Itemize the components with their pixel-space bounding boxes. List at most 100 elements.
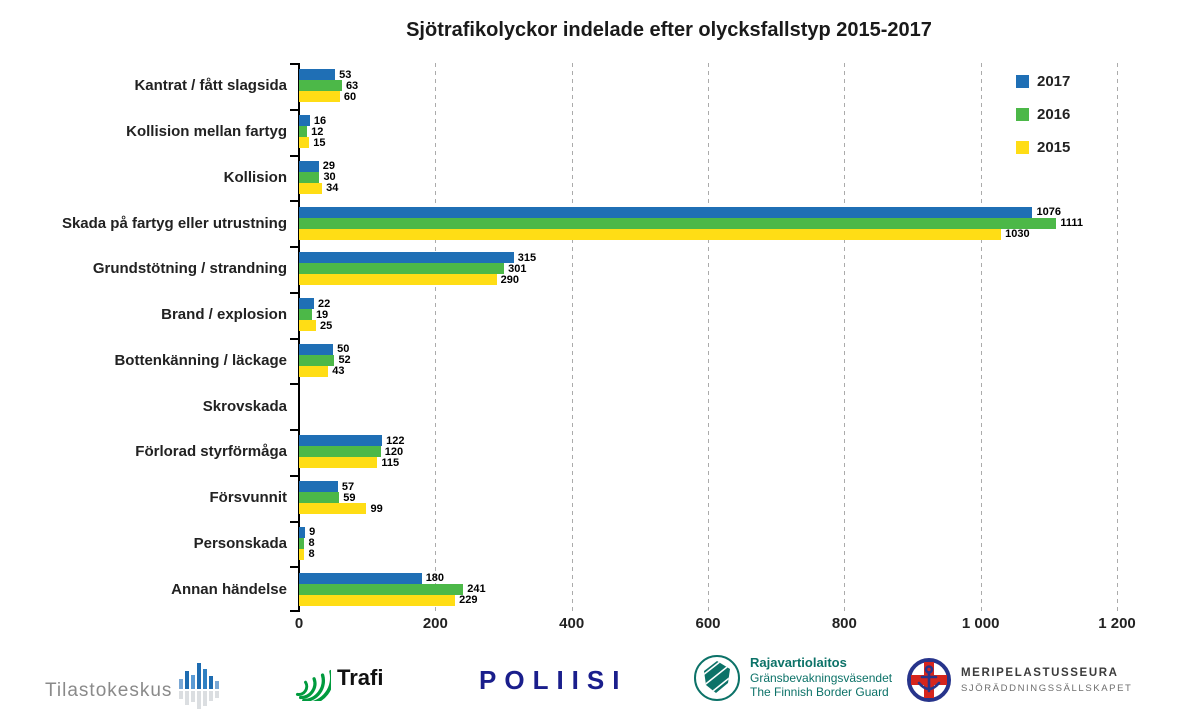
logo-border-guard: Rajavartiolaitos Gränsbevakningsväsendet… xyxy=(692,653,892,703)
value-label: 229 xyxy=(459,594,478,607)
y-axis-tick xyxy=(290,246,299,248)
gridline-800 xyxy=(844,63,846,612)
trafi-label: Trafi xyxy=(337,665,384,690)
border-guard-name-sv: Gränsbevakningsväsendet xyxy=(750,670,893,685)
y-axis-tick xyxy=(290,474,299,477)
legend-swatch xyxy=(1016,74,1029,88)
legend-swatch xyxy=(1016,107,1029,121)
category-label: Förlorad styrförmåga xyxy=(135,443,287,461)
bar-2015 xyxy=(299,548,305,560)
legend-item-2017: 2017 xyxy=(1016,71,1070,91)
value-label: 1076 xyxy=(1036,206,1061,219)
logo-meripelastusseura: MERIPELASTUSSEURA SJÖRÄDDNINGSSÄLLSKAPET xyxy=(906,657,1132,703)
value-label: 1111 xyxy=(1060,217,1083,230)
value-label: 15 xyxy=(313,136,326,149)
meripelastusseura-text: MERIPELASTUSSEURA SJÖRÄDDNINGSSÄLLSKAPET xyxy=(961,667,1132,694)
value-label: 115 xyxy=(381,456,400,469)
value-label: 8 xyxy=(308,537,315,550)
value-label: 301 xyxy=(508,262,527,275)
value-label: 52 xyxy=(338,354,351,367)
bar-2017 xyxy=(299,435,383,447)
bar-2015 xyxy=(299,365,329,377)
value-label: 53 xyxy=(339,68,352,81)
x-tick-label: 200 xyxy=(422,615,448,632)
bar-2016 xyxy=(299,126,308,138)
logo-trafi: Trafi xyxy=(283,655,383,701)
bar-2015 xyxy=(299,182,323,194)
legend-label: 2016 xyxy=(1037,105,1071,123)
bar-2015 xyxy=(299,503,367,515)
value-label: 50 xyxy=(337,343,350,356)
x-tick-label: 800 xyxy=(831,615,857,632)
value-label: 122 xyxy=(386,434,405,447)
category-label: Grundstötning / strandning xyxy=(92,260,287,278)
value-label: 30 xyxy=(323,171,336,184)
y-axis-tick xyxy=(290,429,299,431)
category-label: Bottenkänning / läckage xyxy=(114,351,287,369)
bar-2017 xyxy=(299,69,336,81)
bar-2016 xyxy=(299,309,312,321)
value-label: 1030 xyxy=(1005,228,1030,241)
bar-2017 xyxy=(299,572,422,584)
value-label: 315 xyxy=(517,251,537,264)
gridline-1000 xyxy=(980,63,982,612)
bar-2016 xyxy=(299,537,305,549)
border-guard-name-fi: Rajavartiolaitos xyxy=(750,655,847,671)
value-label: 19 xyxy=(315,308,329,321)
x-tick-label: 1 200 xyxy=(1098,615,1136,632)
value-label: 16 xyxy=(313,114,327,127)
value-label: 25 xyxy=(320,319,333,332)
value-label: 57 xyxy=(341,480,355,493)
bar-2016 xyxy=(299,583,464,595)
border-guard-emblem-icon xyxy=(694,655,740,701)
legend-swatch xyxy=(1016,140,1029,154)
logo-tilastokeskus: Tilastokeskus xyxy=(45,661,221,709)
bar-2015 xyxy=(299,91,340,103)
bar-2015 xyxy=(299,137,310,149)
bar-2015 xyxy=(299,320,317,332)
value-label: 60 xyxy=(343,90,357,103)
bar-2016 xyxy=(299,171,320,183)
bar-2017 xyxy=(299,252,514,264)
value-label: 12 xyxy=(311,125,324,138)
legend: 2017 2016 2015 xyxy=(1016,71,1070,170)
tilastokeskus-bars-icon xyxy=(179,663,220,709)
bar-2017 xyxy=(299,526,306,538)
legend-item-2015: 2015 xyxy=(1016,137,1070,157)
meripelastusseura-name-sv: SJÖRÄDDNINGSSÄLLSKAPET xyxy=(961,682,1133,694)
category-label: Kollision mellan fartyg xyxy=(126,123,287,141)
category-label: Kollision xyxy=(223,168,287,186)
bar-2016 xyxy=(299,492,340,504)
legend-label: 2015 xyxy=(1037,138,1071,156)
value-label: 8 xyxy=(308,548,315,561)
gridline-400 xyxy=(571,63,573,612)
category-label: Personskada xyxy=(193,534,287,552)
bar-2015 xyxy=(299,274,497,286)
value-label: 63 xyxy=(345,79,359,92)
border-guard-text: Rajavartiolaitos Gränsbevakningsväsendet… xyxy=(750,656,892,700)
bar-2016 xyxy=(299,446,381,458)
value-label: 43 xyxy=(332,365,345,378)
category-label: Skrovskada xyxy=(202,397,287,415)
y-axis-tick xyxy=(290,200,299,203)
y-axis-line xyxy=(298,63,300,612)
logo-poliisi: POLIISI xyxy=(479,665,627,696)
x-tick-label: 1 000 xyxy=(961,615,1000,632)
tilastokeskus-label: Tilastokeskus xyxy=(45,680,173,701)
gridline-1200 xyxy=(1117,63,1118,612)
value-label: 241 xyxy=(467,583,486,596)
poliisi-label: POLIISI xyxy=(479,665,628,695)
category-label: Brand / explosion xyxy=(161,306,287,324)
x-tick-label: 600 xyxy=(695,615,721,632)
bar-2017 xyxy=(299,481,338,493)
plot-area: 2017 2016 2015 53 16 29 1076 315 22 50 122 57 9 180 6… xyxy=(290,63,1118,612)
bar-2016 xyxy=(299,80,342,92)
y-axis-tick xyxy=(290,566,299,569)
gridline-600 xyxy=(708,63,709,612)
x-tick-label: 0 xyxy=(294,615,304,632)
gridline-200 xyxy=(435,63,437,612)
bar-2016 xyxy=(299,354,335,366)
bar-2017 xyxy=(299,206,1033,218)
footer-logos: Tilastokeskus xyxy=(0,645,1178,712)
value-label: 290 xyxy=(500,273,520,286)
